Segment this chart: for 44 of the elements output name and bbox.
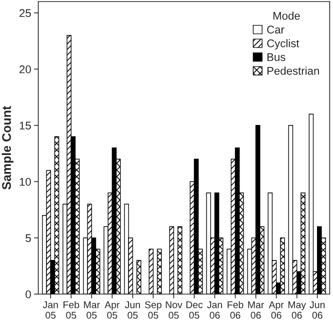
bar xyxy=(54,136,60,294)
bar xyxy=(136,260,142,294)
x-tick-label: Apr 05 xyxy=(104,301,120,319)
bar xyxy=(280,238,285,294)
x-tick-label: Mar 06 xyxy=(248,301,264,319)
x-tick-label: May 06 xyxy=(288,301,306,319)
x-tick-label: Mar 05 xyxy=(84,301,100,319)
x-tick-label: Jan 06 xyxy=(207,301,222,319)
legend-label: Pedestrian xyxy=(267,66,319,75)
y-tick-label: 20 xyxy=(20,65,31,74)
x-tick-label: Nov 05 xyxy=(166,301,182,319)
bar xyxy=(156,248,162,294)
bar xyxy=(206,192,212,294)
y-axis-title: Sample Count xyxy=(2,106,14,190)
y-tick-label: 0 xyxy=(26,290,31,298)
y-tick-label: 10 xyxy=(20,178,31,186)
legend-label: Cyclist xyxy=(267,39,300,50)
y-tick-label: 5 xyxy=(26,234,31,242)
legend-label: Bus xyxy=(267,53,286,62)
bar xyxy=(169,226,174,294)
bar xyxy=(288,125,294,294)
bar xyxy=(124,204,129,294)
x-tick-label: Sep 05 xyxy=(144,301,162,319)
x-tick-label: Apr 06 xyxy=(268,301,284,319)
x-tick-label: Jun 06 xyxy=(310,301,325,319)
legend-label: Car xyxy=(267,26,284,34)
x-tick-label: Jun 05 xyxy=(125,301,140,319)
bar xyxy=(148,248,154,294)
bar xyxy=(255,125,260,294)
legend-title: Mode xyxy=(273,12,300,20)
bar xyxy=(177,226,182,294)
y-tick-label: 25 xyxy=(20,9,31,18)
x-tick-label: Feb 05 xyxy=(64,301,80,319)
bar xyxy=(66,35,72,294)
bar xyxy=(46,170,51,294)
bar xyxy=(87,204,92,294)
x-tick-label: Dec 05 xyxy=(186,301,203,319)
bar xyxy=(308,114,314,294)
y-tick-label: 15 xyxy=(20,122,31,130)
bar xyxy=(300,192,306,294)
x-tick-label: Feb 06 xyxy=(228,301,244,319)
bar xyxy=(268,192,273,294)
bar xyxy=(194,158,199,294)
x-tick-label: Jan 05 xyxy=(42,301,58,319)
